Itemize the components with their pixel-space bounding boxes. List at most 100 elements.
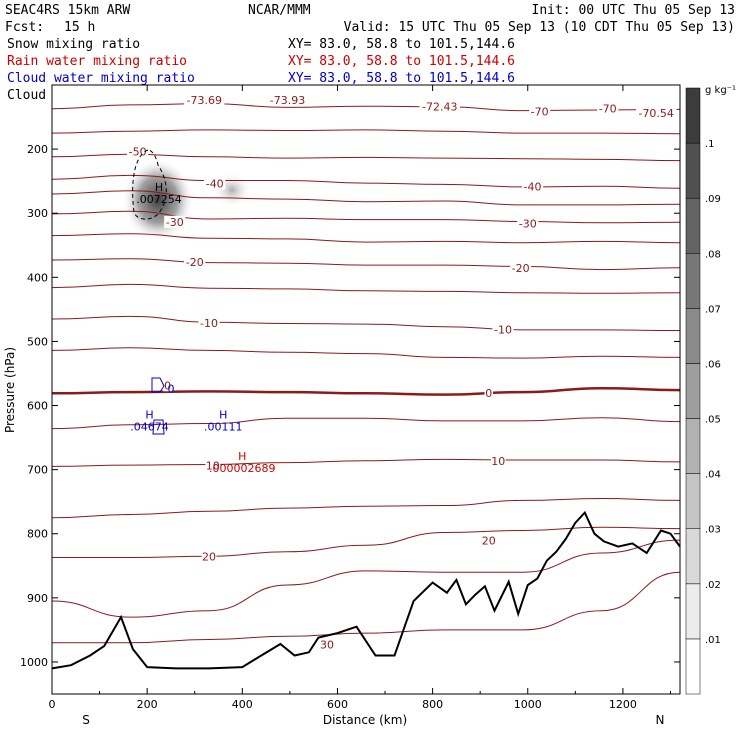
temperature-label: -70.54 <box>638 107 673 120</box>
colorbar-tick-label: .04 <box>705 470 721 481</box>
temperature-label-bg <box>319 638 335 651</box>
temperature-label-bg <box>492 323 514 336</box>
colorbar-tick-label: .02 <box>705 580 721 591</box>
temperature-label-bg <box>510 261 532 274</box>
temperature-label-bg <box>490 454 506 467</box>
colorbar-tick-label: .09 <box>705 194 721 205</box>
temperature-label: -72.43 <box>422 100 457 113</box>
isotherm-line <box>52 174 680 189</box>
temperature-label: -20 <box>186 256 204 269</box>
extremum-value: .007254 <box>136 193 182 206</box>
temperature-label-bg <box>481 534 497 547</box>
temperature-label: 10 <box>491 455 505 468</box>
temperature-label: -73.69 <box>187 94 222 107</box>
y-tick-label: 500 <box>27 335 48 348</box>
temperature-label: 0 <box>164 379 171 392</box>
isotherm-line <box>52 497 680 519</box>
y-tick-label: 800 <box>27 528 48 541</box>
temperature-label-bg <box>521 180 544 193</box>
init-time: Init: 00 UTC Thu 05 Sep 13 <box>532 3 736 18</box>
field-xy: XY= 83.0, 58.8 to 101.5,144.6 <box>288 37 515 52</box>
colorbar-bin <box>685 583 701 640</box>
y-tick-label: 900 <box>27 592 48 605</box>
colorbar-unit: g kg⁻¹ <box>705 85 736 96</box>
isotherm-line <box>52 283 680 294</box>
temperature-label-bg <box>204 177 226 190</box>
x-tick-label: 200 <box>137 698 158 711</box>
colorbar-tick-label: .07 <box>705 304 721 315</box>
temperature-label-bg <box>636 106 677 119</box>
extremum-value: .00111 <box>204 420 243 433</box>
colorbar-tick-label: .03 <box>705 525 721 536</box>
x-axis-right-end: N <box>656 713 665 727</box>
colorbar-bin <box>685 87 701 144</box>
isotherm-line <box>52 103 680 112</box>
field-label: Rain water mixing ratio <box>7 54 187 69</box>
fcst-label: Fcst: <box>5 20 44 35</box>
extremum-h-label: H <box>155 181 163 194</box>
temperature-labels: -73.69 -73.93 -72.43 -70 -70 -70.54 -50 -40 -40 -… <box>127 94 677 651</box>
colorbar-bin <box>685 363 701 419</box>
x-tick-label: 600 <box>327 698 348 711</box>
extremum-value: .000002689 <box>209 462 275 475</box>
temperature-label: 10 <box>206 459 220 472</box>
terrain-line <box>51 510 681 670</box>
isotherm-line <box>52 539 680 618</box>
x-tick-label: 0 <box>49 698 56 711</box>
extremum-h-label: H <box>145 408 153 421</box>
temperature-label: -40 <box>206 177 224 190</box>
temperature-label-bg <box>484 386 493 399</box>
field-label: Snow mixing ratio <box>7 37 140 52</box>
temperature-label-bg <box>198 317 220 330</box>
isotherm-line <box>52 258 680 271</box>
cloud-water-zero-label: 0 <box>167 383 174 396</box>
x-tick-label: 400 <box>232 698 253 711</box>
valid-time: Valid: 15 UTC Thu 05 Sep 13 (10 CDT Thu … <box>344 20 735 35</box>
temperature-label: -20 <box>512 262 530 275</box>
isotherm-line <box>52 458 680 467</box>
x-tick-label: 1000 <box>514 698 542 711</box>
temperature-label: -10 <box>494 324 512 337</box>
temperature-label: -70 <box>599 102 617 115</box>
colorbar-bin <box>685 638 701 695</box>
isotherm-line <box>52 233 680 244</box>
isotherm-line <box>52 417 680 430</box>
terrain <box>51 510 681 670</box>
y-axis-label: Pressure (hPa) <box>3 347 17 433</box>
field-label: Cloud water mixing ratio <box>7 71 195 86</box>
colorbar-bin <box>685 418 701 474</box>
temperature-label-bg <box>267 94 308 107</box>
x-axis-ticks: 0 200 400 600 800 1000 1200 <box>49 85 671 711</box>
temperature-label: -30 <box>519 218 537 231</box>
isotherm-line <box>52 153 680 162</box>
temperature-isotherms <box>52 103 680 644</box>
y-tick-label: 300 <box>27 207 48 220</box>
isotherm-line <box>52 210 680 224</box>
temperature-label-bg <box>597 102 619 115</box>
field-xy: XY= 83.0, 58.8 to 101.5,144.6 <box>288 54 515 69</box>
cloud-ice-contour <box>132 149 167 220</box>
colorbar-tick-label: .08 <box>705 249 721 260</box>
model-title: SEAC4RS 15km ARW <box>5 3 130 18</box>
isotherm-line <box>52 571 680 644</box>
isotherm-line <box>52 190 680 206</box>
colorbar-bin <box>685 308 701 364</box>
colorbar-tick-label: .1 <box>705 139 715 150</box>
temperature-label-bg <box>163 379 172 392</box>
cloud-water-contour <box>151 377 165 435</box>
extremum-h-label: H <box>219 408 227 421</box>
colorbar-tick-label: .06 <box>705 359 721 370</box>
temperature-label-bg <box>419 100 460 113</box>
temperature-label-bg <box>184 256 206 269</box>
temperature-label: -10 <box>200 317 218 330</box>
plot-frame <box>51 84 681 695</box>
temperature-label: -73.93 <box>270 94 305 107</box>
temperature-label-bg <box>529 105 551 118</box>
temperature-label: 20 <box>202 550 216 563</box>
colorbar-bin <box>685 528 701 585</box>
y-tick-label: 200 <box>27 143 48 156</box>
org-title: NCAR/MMM <box>248 3 311 18</box>
